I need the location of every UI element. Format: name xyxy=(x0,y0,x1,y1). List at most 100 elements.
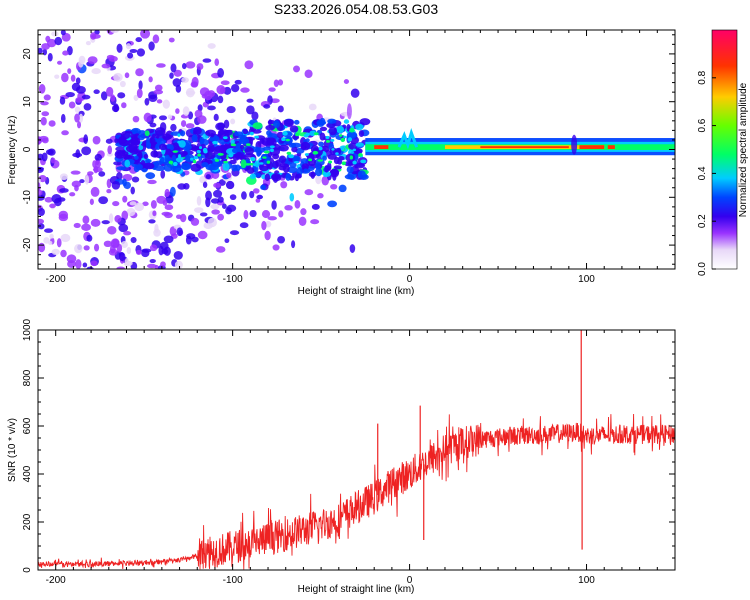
snr-plot-area xyxy=(38,330,675,570)
spectrogram-noise-blob xyxy=(93,89,100,95)
spectrogram-noise-blob xyxy=(179,213,187,223)
spectrogram-band-blob xyxy=(193,126,202,135)
spectrogram-band-blob xyxy=(145,172,156,180)
spectrogram-band-blob xyxy=(114,149,126,159)
snr-ytick-label: 1000 xyxy=(22,318,33,341)
spectrogram-noise-blob xyxy=(110,30,120,34)
spectrogram-band-blob xyxy=(301,163,309,171)
spectrogram-band-blob xyxy=(327,200,338,208)
spectrogram-noise-blob xyxy=(86,266,94,269)
spectrogram-noise-blob xyxy=(140,30,151,39)
spectrogram-noise-blob xyxy=(111,180,121,190)
spectrogram-xlabel: Height of straight line (km) xyxy=(298,286,415,297)
spectrogram-band-blob xyxy=(303,168,309,173)
spectrogram-noise-blob xyxy=(118,223,129,233)
spectrogram-noise-blob xyxy=(136,48,145,57)
spectrogram-hot-blob xyxy=(193,155,199,160)
spectrogram-noise-blob xyxy=(170,63,177,73)
spectrogram-noise-blob xyxy=(75,97,83,103)
spectrogram-hot-blob xyxy=(168,160,174,165)
spectrogram-band-blob xyxy=(256,194,263,200)
spectrogram-band-blob xyxy=(354,162,366,169)
spectrogram-band-blob xyxy=(285,173,291,181)
spectrogram-noise-blob xyxy=(280,181,288,189)
carrier-wiggle xyxy=(397,128,419,150)
spectrogram-band-blob xyxy=(145,158,152,163)
spectrogram-hot-blob xyxy=(308,158,313,162)
spectrogram-noise-blob xyxy=(148,41,155,51)
spectrogram-noise-blob xyxy=(230,118,236,125)
spectrogram-noise-blob xyxy=(164,188,170,198)
spectrogram-band-blob xyxy=(162,133,172,141)
snr-line xyxy=(38,413,675,570)
spectrogram-noise-blob xyxy=(112,201,120,207)
spectrogram-noise-blob xyxy=(244,60,254,70)
spectrogram-band-blob xyxy=(246,167,255,174)
spectrogram-band-blob xyxy=(346,131,358,140)
spectrogram-band-blob xyxy=(154,165,166,172)
spectrogram-band-blob xyxy=(254,147,266,153)
spectrogram-noise-blob xyxy=(51,194,62,204)
spectrogram-band-blob xyxy=(223,129,233,136)
spectrogram-noise-blob xyxy=(164,204,174,211)
spectrogram-hot-blob xyxy=(286,151,292,155)
spectrogram-noise-blob xyxy=(38,208,45,217)
carrier-spike-blob xyxy=(571,134,578,155)
spectrogram-noise-blob xyxy=(304,189,314,196)
spectrogram-noise-blob xyxy=(196,63,204,71)
spectrogram-noise-blob xyxy=(101,63,111,69)
spectrogram-noise-blob xyxy=(255,198,261,203)
spectrogram-hot-blob xyxy=(288,154,294,159)
spectrogram-band-blob xyxy=(318,141,324,147)
spectrogram-band-blob xyxy=(328,126,337,136)
spectrogram-noise-blob xyxy=(277,79,284,86)
spectrogram-band-blob xyxy=(234,153,246,160)
spectrogram-noise-blob xyxy=(194,109,203,118)
spectrogram-noise-blob xyxy=(38,47,43,54)
spectrogram-xtick-label: 100 xyxy=(578,274,595,285)
snr-ytick-label: 400 xyxy=(22,465,33,482)
spectrogram-noise-blob xyxy=(343,79,350,84)
spectrogram-band-blob xyxy=(136,164,143,170)
spectrogram-noise-blob xyxy=(317,193,324,199)
spectrogram-noise-blob xyxy=(127,52,134,59)
spectrogram-noise-blob xyxy=(69,192,76,197)
spectrogram-band-blob xyxy=(144,130,150,137)
spectrogram-noise-blob xyxy=(107,145,113,155)
spectrogram-noise-blob xyxy=(48,120,56,127)
spectrogram-noise-blob xyxy=(124,257,130,268)
spectrogram-noise-blob xyxy=(83,103,92,111)
spectrogram-noise-blob xyxy=(106,86,114,97)
spectrogram-noise-blob xyxy=(94,30,100,35)
spectrogram-noise-blob xyxy=(122,195,128,203)
spectrogram-hot-blob xyxy=(192,159,197,164)
spectrogram-noise-blob xyxy=(300,208,307,216)
spectrogram-band-blob xyxy=(150,150,159,158)
spectrogram-band-blob xyxy=(210,132,215,138)
spectrogram-noise-blob xyxy=(82,262,88,268)
spectrogram-noise-blob xyxy=(308,103,317,111)
spectrogram-noise-blob xyxy=(65,91,75,98)
spectrogram-band-blob xyxy=(282,164,290,173)
spectrogram-band-blob xyxy=(143,162,155,170)
spectrogram-hot-blob xyxy=(285,138,290,142)
spectrogram-noise-blob xyxy=(126,246,132,255)
spectrogram-noise-blob xyxy=(124,72,130,79)
spectrogram-noise-blob xyxy=(44,228,54,233)
spectrogram-band-blob xyxy=(249,173,257,180)
snr-ytick-label: 200 xyxy=(22,513,33,530)
spectrogram-noise-blob xyxy=(41,111,50,117)
spectrogram-noise-blob xyxy=(199,212,208,217)
spectrogram-noise-blob xyxy=(148,219,156,224)
spectrogram-band-blob xyxy=(300,141,311,151)
spectrogram-noise-blob xyxy=(38,166,45,171)
spectrogram-hot-blob xyxy=(335,152,339,155)
spectrogram-noise-blob xyxy=(240,87,250,93)
spectrogram-noise-blob xyxy=(45,149,54,155)
spectrogram-noise-blob xyxy=(149,122,157,128)
spectrogram-band-blob xyxy=(348,142,358,150)
spectrogram-band-blob xyxy=(122,178,127,187)
spectrogram-noise-blob xyxy=(106,54,115,60)
carrier-peak xyxy=(480,146,569,149)
